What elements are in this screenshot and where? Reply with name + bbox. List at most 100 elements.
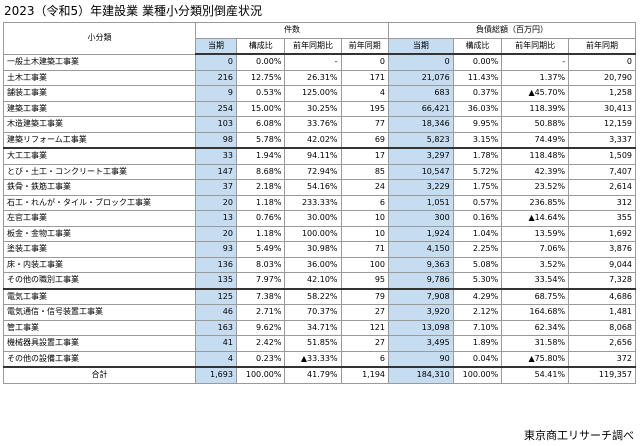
header-debt-current: 当期 bbox=[388, 37, 454, 55]
debt-prev-cell: 3,337 bbox=[568, 131, 636, 149]
table-row: その他の設備工事業 4 0.23% ▲33.33% 6 90 0.04% ▲75.80% 372 bbox=[3, 350, 636, 368]
header-debt-composition: 構成比 bbox=[452, 37, 503, 55]
debt-composition-cell: 11.43% bbox=[452, 69, 503, 86]
count-current-cell: 46 bbox=[194, 304, 237, 321]
count-prev-cell: 195 bbox=[340, 100, 390, 117]
count-prev-cell: 17 bbox=[340, 147, 390, 165]
count-current-cell: 4 bbox=[194, 350, 237, 368]
count-yoy-cell: 26.31% bbox=[284, 69, 342, 86]
header-debt-prev: 前年同期 bbox=[568, 37, 636, 55]
debt-composition-cell: 0.04% bbox=[452, 350, 503, 368]
header-count-yoy: 前年同期比 bbox=[284, 37, 342, 55]
count-composition-cell: 1.94% bbox=[235, 147, 286, 165]
debt-yoy-cell: ▲75.80% bbox=[501, 350, 570, 368]
page-title: 2023（令和5）年建設業 業種小分類別倒産状況 bbox=[4, 4, 262, 18]
debt-prev-cell: 7,328 bbox=[568, 272, 636, 289]
table-row: 床・内装工事業 136 8.03% 36.00% 100 9,363 5.08% 3.52% 9… bbox=[3, 256, 636, 273]
debt-yoy-cell: 164.68% bbox=[501, 304, 570, 321]
count-yoy-cell: 42.10% bbox=[284, 272, 342, 289]
count-prev-cell: 10 bbox=[340, 210, 390, 227]
table-row: 塗装工事業 93 5.49% 30.98% 71 4,150 2.25% 7.06% 3,876 bbox=[3, 241, 636, 258]
count-prev-cell: 4 bbox=[340, 85, 390, 102]
table-row: 一般土木建築工事業 0 0.00% -0 0 0.00% -0 bbox=[3, 53, 636, 71]
total-debt-prev: 119,357 bbox=[568, 366, 636, 384]
category-cell: 電気工事業 bbox=[3, 287, 196, 305]
category-cell: 建築工事業 bbox=[3, 100, 196, 117]
count-yoy-cell: 30.00% bbox=[284, 210, 342, 227]
table-row: 舗装工事業 9 0.53% 125.00% 4 683 0.37% ▲45.70% 1,258 bbox=[3, 85, 636, 102]
count-prev-cell: 6 bbox=[340, 194, 390, 211]
count-yoy-cell: 54.16% bbox=[284, 179, 342, 196]
debt-current-cell: 7,908 bbox=[388, 287, 454, 305]
table-row: 石工・れんが・タイル・ブロック工事業 20 1.18% 233.33% 6 1,051 0.… bbox=[3, 194, 636, 211]
debt-yoy-cell: 50.88% bbox=[501, 116, 570, 133]
debt-composition-cell: 0.57% bbox=[452, 194, 503, 211]
header-debt-yoy: 前年同期比 bbox=[501, 37, 570, 55]
debt-current-cell: 3,297 bbox=[388, 147, 454, 165]
count-composition-cell: 2.71% bbox=[235, 304, 286, 321]
category-cell: 大工工事業 bbox=[3, 147, 196, 165]
count-current-cell: 33 bbox=[194, 147, 237, 165]
debt-current-cell: 3,229 bbox=[388, 179, 454, 196]
debt-yoy-cell: 13.59% bbox=[501, 225, 570, 242]
count-current-cell: 135 bbox=[194, 272, 237, 289]
table-row: 左官工事業 13 0.76% 30.00% 10 300 0.16% ▲14.64% 355 bbox=[3, 210, 636, 227]
debt-current-cell: 90 bbox=[388, 350, 454, 368]
debt-yoy-cell: 3.52% bbox=[501, 256, 570, 273]
category-cell: 石工・れんが・タイル・ブロック工事業 bbox=[3, 194, 196, 211]
category-cell: 管工事業 bbox=[3, 319, 196, 336]
debt-prev-cell: 0 bbox=[568, 53, 636, 71]
table-row: 板金・金物工事業 20 1.18% 100.00% 10 1,924 1.04% 13.59%… bbox=[3, 225, 636, 242]
count-yoy-cell: 94.11% bbox=[284, 147, 342, 165]
count-current-cell: 20 bbox=[194, 194, 237, 211]
count-prev-cell: 0 bbox=[340, 53, 390, 71]
bankruptcy-table: 小分類 件数 負債総額（百万円） 当期 構成比 前年同期比 前年同期 当期 構成… bbox=[3, 22, 636, 384]
table-row: 建築工事業 254 15.00% 30.25% 195 66,421 36.03% 118.3… bbox=[3, 100, 636, 117]
debt-yoy-cell: 118.39% bbox=[501, 100, 570, 117]
debt-prev-cell: 1,692 bbox=[568, 225, 636, 242]
count-current-cell: 20 bbox=[194, 225, 237, 242]
count-yoy-cell: 34.71% bbox=[284, 319, 342, 336]
debt-current-cell: 0 bbox=[388, 53, 454, 71]
count-current-cell: 98 bbox=[194, 131, 237, 149]
debt-current-cell: 1,051 bbox=[388, 194, 454, 211]
count-yoy-cell: 58.22% bbox=[284, 287, 342, 305]
debt-composition-cell: 2.25% bbox=[452, 241, 503, 258]
debt-composition-cell: 0.00% bbox=[452, 53, 503, 71]
header-row-columns: 当期 構成比 前年同期比 前年同期 当期 構成比 前年同期比 前年同期 bbox=[4, 37, 636, 55]
category-cell: 床・内装工事業 bbox=[3, 256, 196, 273]
table-row: 電気工事業 125 7.38% 58.22% 79 7,908 4.29% 68.75% 4,6… bbox=[3, 287, 636, 305]
table-row: その他の職別工事業 135 7.97% 42.10% 95 9,786 5.30% 33.54… bbox=[3, 272, 636, 289]
debt-composition-cell: 0.16% bbox=[452, 210, 503, 227]
debt-prev-cell: 312 bbox=[568, 194, 636, 211]
category-cell: 電気通信・信号装置工事業 bbox=[3, 304, 196, 321]
count-prev-cell: 27 bbox=[340, 335, 390, 352]
count-composition-cell: 1.18% bbox=[235, 194, 286, 211]
debt-prev-cell: 8,068 bbox=[568, 319, 636, 336]
debt-yoy-cell: 7.06% bbox=[501, 241, 570, 258]
count-prev-cell: 79 bbox=[340, 287, 390, 305]
count-current-cell: 216 bbox=[194, 69, 237, 86]
debt-composition-cell: 5.72% bbox=[452, 163, 503, 180]
count-composition-cell: 5.78% bbox=[235, 131, 286, 149]
total-count-prev: 1,194 bbox=[340, 366, 390, 384]
debt-composition-cell: 1.78% bbox=[452, 147, 503, 165]
debt-yoy-cell: 236.85% bbox=[501, 194, 570, 211]
debt-current-cell: 18,346 bbox=[388, 116, 454, 133]
debt-composition-cell: 1.75% bbox=[452, 179, 503, 196]
count-composition-cell: 0.00% bbox=[235, 53, 286, 71]
count-yoy-cell: 233.33% bbox=[284, 194, 342, 211]
debt-yoy-cell: 68.75% bbox=[501, 287, 570, 305]
debt-yoy-cell: ▲45.70% bbox=[501, 85, 570, 102]
debt-prev-cell: 12,159 bbox=[568, 116, 636, 133]
debt-current-cell: 683 bbox=[388, 85, 454, 102]
debt-prev-cell: 2,656 bbox=[568, 335, 636, 352]
count-composition-cell: 0.23% bbox=[235, 350, 286, 368]
header-count-current: 当期 bbox=[194, 37, 237, 55]
header-count-group: 件数 bbox=[194, 22, 390, 39]
category-cell: 木造建築工事業 bbox=[3, 116, 196, 133]
debt-prev-cell: 20,790 bbox=[568, 69, 636, 86]
count-composition-cell: 2.42% bbox=[235, 335, 286, 352]
category-cell: 左官工事業 bbox=[3, 210, 196, 227]
debt-yoy-cell: - bbox=[501, 53, 570, 71]
